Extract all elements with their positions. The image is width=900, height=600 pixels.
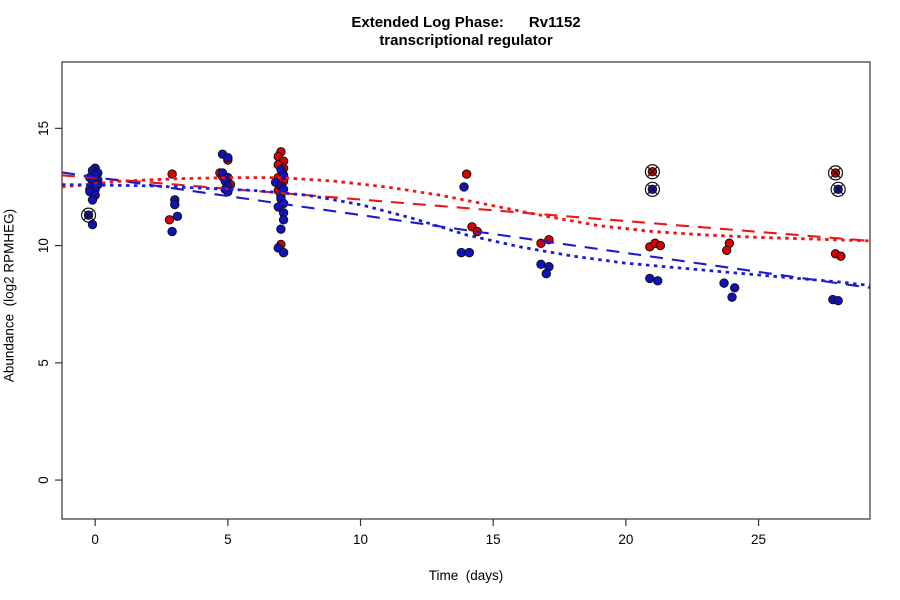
data-point-blue [276,224,286,234]
data-point-blue [645,273,655,284]
data-point-blue [273,202,283,212]
red-linear-fit-line [61,174,871,242]
data-point-blue [727,292,737,302]
data-point-blue [172,211,183,221]
outlier-ring [827,165,844,181]
x-axis-label: Time (days) [428,568,504,583]
data-point-blue [464,247,475,258]
x-tick-label: 15 [486,532,501,547]
y-tick-label: 15 [36,121,51,136]
outlier-cross-mark [83,209,94,221]
outlier-cross-mark [647,183,658,195]
x-tick-label: 20 [618,532,633,547]
y-tick-label: 0 [36,476,51,484]
data-point-red [164,215,175,225]
outlier-ring [80,207,97,223]
data-point-blue [278,247,289,258]
data-point-blue [833,295,843,306]
data-point-blue [278,170,289,180]
outlier-ring [830,181,846,197]
data-point-blue [170,199,180,210]
data-point-blue [541,269,551,279]
data-point-blue [459,182,469,192]
data-point-blue [729,283,740,293]
data-point-red [836,251,846,261]
data-point-blue [653,276,663,286]
blue-loess-fit-line [61,183,871,287]
outlier-ring [644,181,661,197]
blue-linear-fit-line [61,171,871,289]
outlier-ring [644,164,661,180]
data-point-blue [456,247,467,258]
data-point-blue [167,226,177,237]
data-point-red [722,245,732,255]
outlier-cross-mark [832,183,844,195]
data-point-blue [278,215,289,225]
data-point-blue [223,152,233,163]
red-loess-fit-line [61,176,871,243]
data-point-red [461,169,472,179]
chart-title-line1: Extended Log Phase: Rv1152 [351,14,581,31]
outlier-cross-mark [830,167,841,179]
x-tick-label: 5 [224,532,232,547]
data-point-red [167,169,177,179]
data-point-blue [536,259,546,270]
plot-border [61,61,871,520]
y-tick-label: 5 [36,359,51,367]
data-point-red [655,240,666,251]
x-tick-label: 10 [353,532,368,547]
y-tick-label: 10 [36,238,51,253]
data-point-blue [719,278,729,288]
chart-title-line2: transcriptional regulator [379,32,553,49]
x-tick-label: 0 [91,532,99,547]
x-tick-label: 25 [751,532,766,547]
outlier-cross-mark [647,166,658,178]
data-point-blue [87,195,98,205]
